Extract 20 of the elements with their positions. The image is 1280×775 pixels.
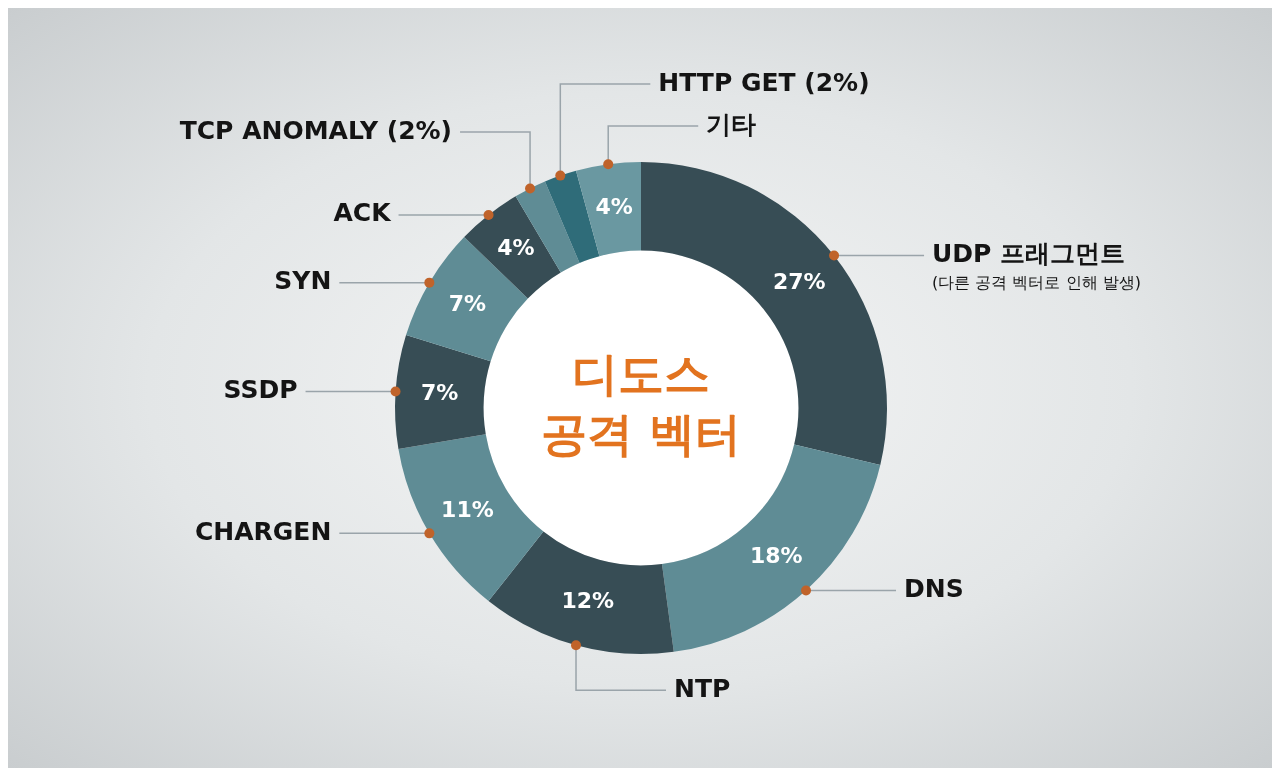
- slice-label: SYN: [274, 266, 332, 296]
- slice-label: 기타: [706, 109, 757, 139]
- slice-label: CHARGEN: [194, 516, 332, 546]
- data-label: 4%: [497, 235, 535, 261]
- slice-label: ACK: [333, 198, 393, 228]
- slice-label: SSDP: [223, 375, 298, 405]
- slice-label: UDP 프래그먼트: [932, 239, 1126, 269]
- text: 디도스 공격 벡터: [540, 346, 742, 461]
- text: (다른 공격 벡터로 인해 발생): [932, 272, 1141, 292]
- data-label: 11%: [441, 496, 494, 522]
- slice-label: TCP ANOMALY (2%): [179, 115, 453, 145]
- data-label: 7%: [448, 290, 487, 316]
- slice-label: NTP: [674, 673, 731, 703]
- data-label: 7%: [421, 380, 459, 406]
- slice-label: DNS: [904, 573, 964, 603]
- data-label: 12%: [561, 588, 615, 614]
- data-label: 18%: [749, 543, 803, 569]
- slice-label: HTTP GET (2%): [658, 67, 870, 97]
- data-label: 27%: [772, 268, 826, 294]
- data-label: 4%: [595, 193, 633, 219]
